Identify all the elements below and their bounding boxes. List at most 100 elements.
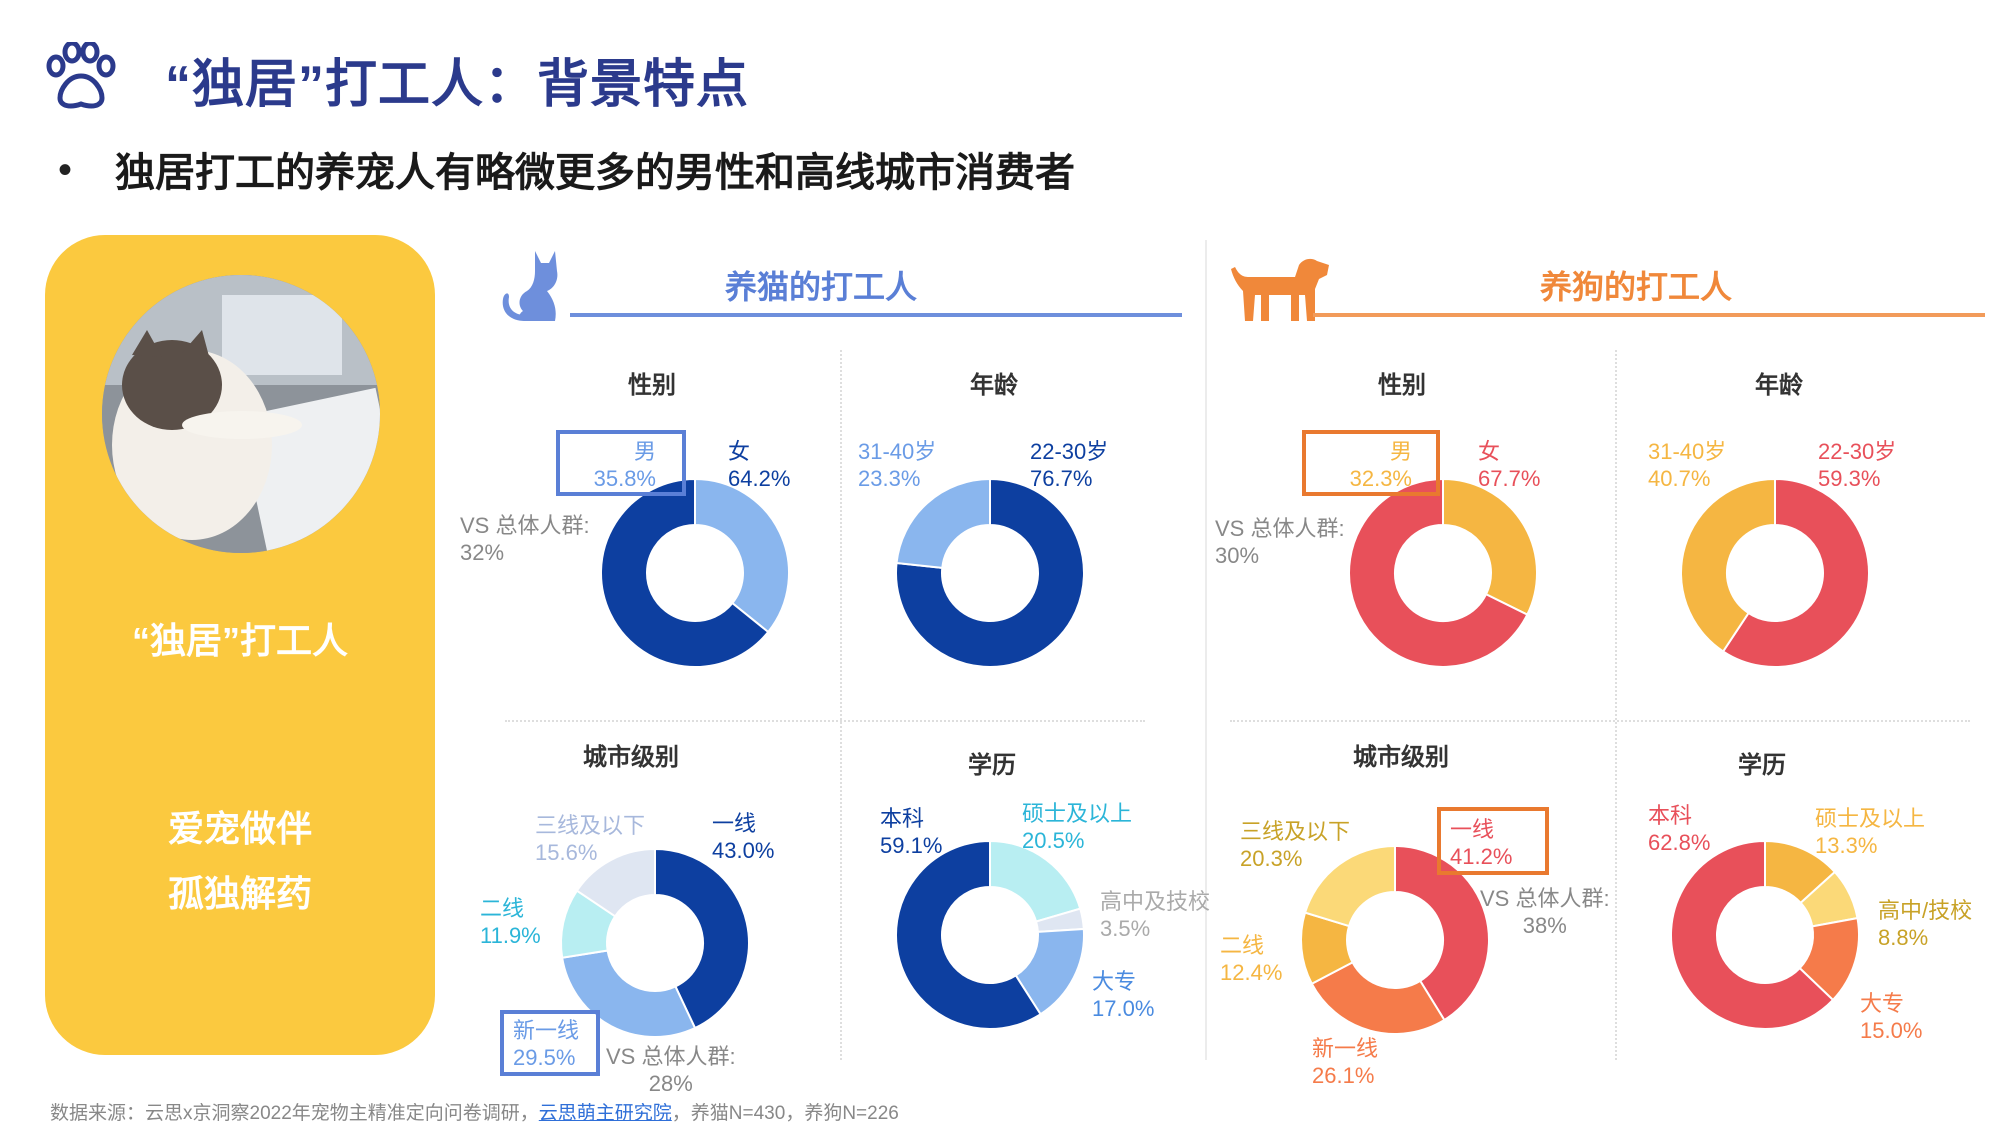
cat-icon xyxy=(495,245,565,323)
cat-age-mid-label: 31-40岁 23.3% xyxy=(858,438,936,492)
cat_age-slice-0 xyxy=(895,477,1085,668)
cat_city-slice-0 xyxy=(654,847,750,1030)
dog-city-newtier1-name: 新一线 xyxy=(1312,1036,1379,1061)
dog-edu-bachelor-label: 本科 62.8% xyxy=(1648,802,1710,856)
dog-age-young-label: 22-30岁 59.3% xyxy=(1818,438,1896,492)
dog-edu-master-name: 硕士及以上 xyxy=(1815,806,1926,831)
dog-edu-highschool-value: 8.8% xyxy=(1878,925,1929,950)
cat-edu-highschool-name: 高中及技校 xyxy=(1100,889,1211,914)
dog_edu-slice-3 xyxy=(1670,839,1835,1030)
cat-female-name: 女 xyxy=(728,439,751,464)
cat-edu-bachelor-name: 本科 xyxy=(880,806,925,831)
page-title: “独居”打工人：背景特点 xyxy=(165,56,750,114)
cat-city-tier1-label: 一线 43.0% xyxy=(712,810,774,864)
cat-male-name: 男 xyxy=(633,439,656,464)
cat-female-label: 女 64.2% xyxy=(728,438,790,492)
dog-female-value: 67.7% xyxy=(1478,466,1541,491)
cat-female-value: 64.2% xyxy=(728,466,791,491)
dog-tier1-highlight-box xyxy=(1437,807,1549,875)
dog-city-newtier1-value: 26.1% xyxy=(1312,1063,1375,1088)
data-source-footer: 数据来源：云思x京洞察2022年宠物主精准定向问卷调研，云思萌主研究院，养猫N=… xyxy=(50,1098,899,1125)
cat-age-young-value: 76.7% xyxy=(1030,466,1093,491)
dog-city-title: 城市级别 xyxy=(1353,744,1449,771)
cat_city-slice-2 xyxy=(560,889,617,959)
dog_age-slice-1 xyxy=(1680,477,1776,653)
dog-city-tier1-name: 一线 xyxy=(1450,817,1495,842)
cat-male-label: 男 35.8% xyxy=(580,438,656,492)
bullet-dot: • xyxy=(58,148,73,192)
cat-section-rule xyxy=(570,313,1182,317)
cat_edu-slice-1 xyxy=(1034,907,1085,933)
cat-city-tier2-label: 二线 11.9% xyxy=(480,895,541,949)
dog-edu-bachelor-value: 62.8% xyxy=(1648,830,1711,855)
cat-edu-bachelor-label: 本科 59.1% xyxy=(880,805,942,859)
card-slogan-line2: 孤独解药 xyxy=(167,873,312,914)
cat_edu-slice-2 xyxy=(1014,927,1085,1016)
dog-gender-vs-line1: VS 总体人群: xyxy=(1215,516,1345,541)
card-slogan-line1: 爱宠做伴 xyxy=(167,808,312,849)
section-divider xyxy=(1205,240,1207,1060)
dog-female-label: 女 67.7% xyxy=(1478,438,1540,492)
dog-city-tier1-label: 一线 41.2% xyxy=(1450,816,1512,870)
dog_gender-slice-1 xyxy=(1348,477,1529,668)
dog_city-slice-1 xyxy=(1310,960,1446,1035)
dog-grid-hdivider xyxy=(1230,720,1970,722)
cat-city-tier3-name: 三线及以下 xyxy=(535,813,646,838)
dog-age-young-value: 59.3% xyxy=(1818,466,1881,491)
dog-city-vs-line1: VS 总体人群: xyxy=(1480,886,1610,911)
dog-section-rule xyxy=(1313,313,1985,317)
dog-city-tier2-value: 12.4% xyxy=(1220,960,1283,985)
cat-age-young-label: 22-30岁 76.7% xyxy=(1030,438,1108,492)
cat-gender-title: 性别 xyxy=(628,372,676,399)
dog-city-tier1-value: 41.2% xyxy=(1450,844,1513,869)
dog-edu-master-value: 13.3% xyxy=(1815,833,1878,858)
dog-female-name: 女 xyxy=(1478,439,1501,464)
cat-city-title: 城市级别 xyxy=(583,744,679,771)
dog-male-label: 男 32.3% xyxy=(1322,438,1412,492)
cat-edu-highschool-label: 高中及技校 3.5% xyxy=(1100,888,1210,942)
cat-city-tier1-name: 一线 xyxy=(712,811,757,836)
cat-edu-college-name: 大专 xyxy=(1092,969,1137,994)
cat-grid-vdivider xyxy=(840,350,842,1060)
cat-city-vs-line1: VS 总体人群: xyxy=(606,1044,736,1069)
dog-grid-vdivider xyxy=(1615,350,1617,1060)
dog-age-young-name: 22-30岁 xyxy=(1818,439,1897,464)
dog-city-tier3-value: 20.3% xyxy=(1240,846,1303,871)
footer-prefix: 数据来源：云思x京洞察2022年宠物主精准定向问卷调研， xyxy=(50,1103,539,1124)
dog_age-slice-0 xyxy=(1721,477,1870,668)
cat-edu-master-label: 硕士及以上 20.5% xyxy=(1022,800,1132,854)
cat-edu-bachelor-value: 59.1% xyxy=(880,833,943,858)
dog-city-vs-line2: 38% xyxy=(1522,913,1567,938)
cat_edu-slice-3 xyxy=(895,839,1042,1030)
cat-gender-vs-line2: 32% xyxy=(460,540,505,565)
dog-city-tier2-name: 二线 xyxy=(1220,933,1265,958)
dog-gender-vs-line2: 30% xyxy=(1215,543,1260,568)
dog_edu-slice-1 xyxy=(1799,870,1859,928)
dog-city-tier2-label: 二线 12.4% xyxy=(1220,932,1282,986)
cat-city-tier1-value: 43.0% xyxy=(712,838,775,863)
dog_edu-slice-2 xyxy=(1798,916,1860,1002)
paw-icon xyxy=(40,40,120,114)
footer-source-link[interactable]: 云思萌主研究院 xyxy=(538,1103,672,1124)
cat-age-title: 年龄 xyxy=(970,372,1018,399)
dog_gender-slice-0 xyxy=(1442,477,1538,616)
dog-age-mid-name: 31-40岁 xyxy=(1648,439,1727,464)
dog-male-name: 男 xyxy=(1389,439,1412,464)
dog-age-mid-label: 31-40岁 40.7% xyxy=(1648,438,1726,492)
dog-edu-college-name: 大专 xyxy=(1860,991,1905,1016)
cat-edu-highschool-value: 3.5% xyxy=(1100,916,1151,941)
dog_city-slice-2 xyxy=(1300,911,1354,986)
cat-edu-master-name: 硕士及以上 xyxy=(1022,801,1133,826)
dog-male-highlight-box xyxy=(1302,430,1440,496)
cat-photo xyxy=(102,275,380,553)
cat-age-mid-value: 23.3% xyxy=(858,466,921,491)
cat-newtier1-highlight-box xyxy=(500,1010,600,1076)
cat-age-young-name: 22-30岁 xyxy=(1030,439,1109,464)
dog-edu-master-label: 硕士及以上 13.3% xyxy=(1815,805,1925,859)
dog-edu-bachelor-name: 本科 xyxy=(1648,803,1693,828)
dog-age-mid-value: 40.7% xyxy=(1648,466,1711,491)
cat-gender-vs-line1: VS 总体人群: xyxy=(460,513,590,538)
cat_age-slice-1 xyxy=(895,477,991,569)
cat-city-newtier1-name: 新一线 xyxy=(513,1018,580,1043)
dog-gender-vs: VS 总体人群: 30% xyxy=(1215,515,1345,569)
